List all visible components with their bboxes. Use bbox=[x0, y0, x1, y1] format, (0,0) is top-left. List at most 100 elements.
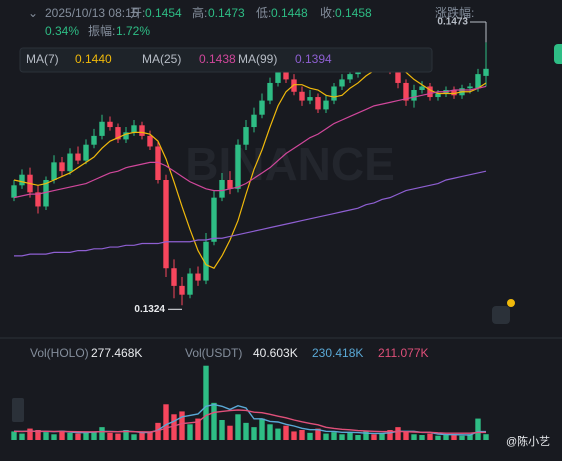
volume-bar bbox=[187, 424, 193, 440]
candle-body bbox=[299, 91, 305, 101]
volume-legend-value: 211.077K bbox=[378, 346, 429, 360]
candle-body bbox=[427, 86, 433, 98]
header-value: 0.34% bbox=[45, 24, 79, 38]
candle-body bbox=[123, 132, 129, 140]
volume-bar bbox=[395, 427, 401, 440]
collapse-icon[interactable]: ⌄ bbox=[28, 6, 38, 20]
candle-body bbox=[483, 68, 489, 76]
candle-body bbox=[275, 72, 281, 83]
volume-bar bbox=[107, 432, 113, 440]
volume-bar bbox=[235, 414, 241, 440]
ma-line bbox=[14, 170, 487, 257]
low-label: 0.1324 bbox=[134, 304, 165, 315]
volume-ma-line bbox=[13, 403, 486, 436]
header-value: 0.1473 bbox=[208, 6, 245, 20]
volume-bar bbox=[315, 428, 321, 440]
candle-body bbox=[59, 162, 65, 172]
candle-body bbox=[291, 79, 297, 92]
volume-bar bbox=[171, 414, 177, 440]
header-label: 涨跌幅: bbox=[435, 5, 474, 20]
candle-body bbox=[283, 72, 289, 80]
candle-body bbox=[99, 121, 105, 136]
volume-bar bbox=[379, 433, 385, 440]
volume-bar bbox=[123, 430, 129, 440]
ma-line bbox=[13, 62, 487, 269]
legend-label: MA(25) bbox=[142, 52, 181, 66]
volume-bar bbox=[467, 434, 473, 440]
side-button[interactable] bbox=[554, 44, 562, 64]
candle-body bbox=[467, 86, 473, 89]
volume-bar bbox=[211, 402, 217, 440]
candle-body bbox=[235, 144, 241, 189]
header-value: 0.1454 bbox=[145, 6, 182, 20]
volume-bar bbox=[275, 428, 281, 440]
candle-body bbox=[187, 273, 193, 295]
volume-bar bbox=[179, 411, 185, 440]
header-value: 0.1458 bbox=[335, 6, 372, 20]
volume-bar bbox=[227, 425, 233, 440]
header-label: 收: bbox=[320, 6, 335, 20]
candle-body bbox=[139, 125, 145, 136]
candle-body bbox=[435, 93, 441, 98]
candle-body bbox=[131, 125, 137, 133]
candle-body bbox=[195, 273, 201, 281]
candle-body bbox=[51, 162, 57, 180]
drawing-tool[interactable] bbox=[492, 306, 510, 324]
volume-bar bbox=[371, 434, 377, 440]
volume-bar bbox=[339, 434, 345, 440]
header-value: 1.72% bbox=[116, 24, 150, 38]
header-label: 开: bbox=[130, 6, 145, 20]
volume-bar bbox=[323, 433, 329, 440]
candle-body bbox=[211, 197, 217, 242]
header-label: 高: bbox=[192, 5, 207, 20]
volume-bar bbox=[43, 432, 49, 440]
volume-bar bbox=[115, 433, 121, 440]
ma-legend-box bbox=[19, 47, 433, 73]
volume-bar bbox=[419, 435, 425, 440]
volume-ma-line bbox=[14, 409, 486, 434]
candle-body bbox=[323, 100, 329, 110]
candle-body bbox=[347, 74, 353, 80]
volume-bar bbox=[219, 420, 225, 440]
volume-bar bbox=[443, 434, 449, 440]
high-label: 0.1473 bbox=[437, 17, 468, 28]
candle-body bbox=[243, 127, 249, 145]
candle-body bbox=[163, 180, 169, 269]
volume-bar bbox=[147, 431, 153, 440]
candle-body bbox=[259, 100, 265, 115]
volume-bar bbox=[427, 433, 433, 440]
volume-bar bbox=[475, 418, 481, 440]
volume-bar bbox=[267, 424, 273, 440]
volume-bar bbox=[251, 427, 257, 440]
volume-bar bbox=[347, 432, 353, 440]
candle-body bbox=[35, 192, 41, 207]
candle-body bbox=[395, 68, 401, 83]
volume-bar bbox=[19, 433, 25, 440]
candle-body bbox=[67, 153, 73, 172]
volume-bar bbox=[299, 430, 305, 440]
volume-bar bbox=[139, 432, 145, 440]
scroll-handle[interactable] bbox=[12, 398, 24, 422]
legend-value: 0.1440 bbox=[75, 52, 112, 66]
candle-body bbox=[91, 135, 97, 145]
candle-body bbox=[171, 268, 177, 286]
volume-bar bbox=[163, 404, 169, 440]
candle-body bbox=[11, 185, 17, 198]
legend-value: 0.1438 bbox=[199, 52, 236, 66]
candle-body bbox=[107, 121, 113, 128]
volume-bar bbox=[331, 432, 337, 440]
candle-body bbox=[331, 86, 337, 101]
candle-body bbox=[83, 144, 89, 161]
volume-legend-value: 277.468K bbox=[91, 346, 142, 360]
candle-body bbox=[155, 146, 161, 180]
candle-body bbox=[339, 79, 345, 87]
candle-body bbox=[147, 135, 153, 147]
candle-body bbox=[43, 180, 49, 207]
candle-body bbox=[475, 74, 481, 89]
volume-bar bbox=[91, 432, 97, 440]
volume-bar bbox=[83, 431, 89, 440]
volume-bar bbox=[387, 430, 393, 440]
volume-bar bbox=[203, 365, 209, 440]
